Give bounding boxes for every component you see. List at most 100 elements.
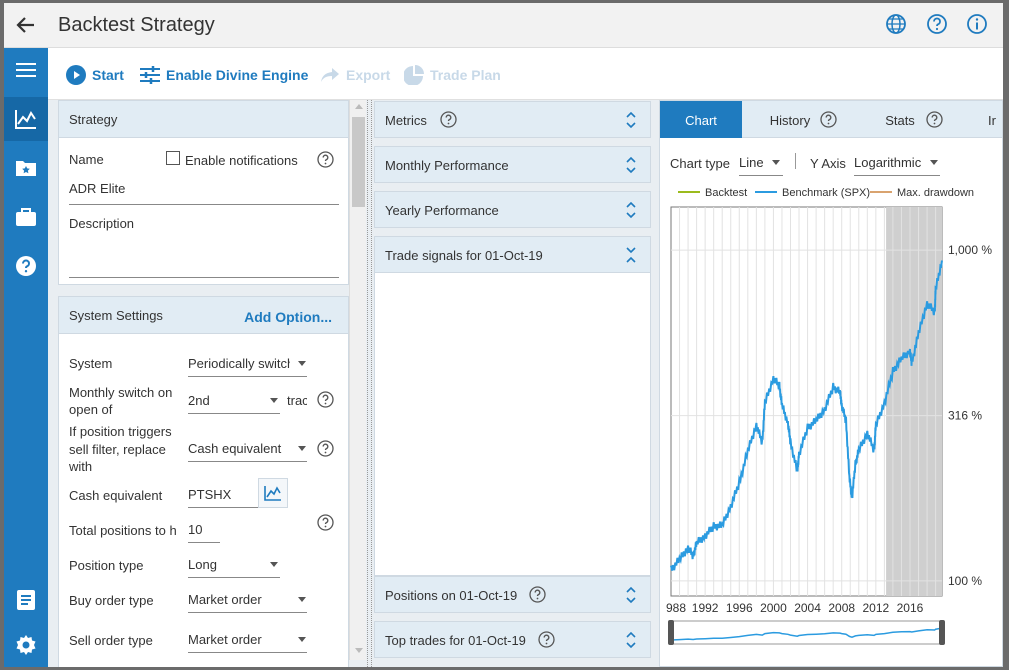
export-label: Export <box>346 67 391 83</box>
notifications-label[interactable]: Enable notifications <box>185 153 298 168</box>
sidebar-item-portfolio[interactable] <box>4 195 48 239</box>
help-icon[interactable] <box>440 111 457 128</box>
help-icon[interactable] <box>820 111 837 128</box>
toolbar: Start Enable Divine Engine Export Trade … <box>48 48 1003 100</box>
sidebar-item-report[interactable] <box>4 578 48 622</box>
y-axis-underline <box>854 175 940 176</box>
buy-order-label: Buy order type <box>69 593 154 608</box>
chart-icon <box>15 110 36 129</box>
trade-signals-section[interactable]: Trade signals for 01-Oct-19 <box>374 236 651 273</box>
benchmark-line <box>670 260 943 571</box>
strategy-name-input[interactable]: ADR Elite <box>69 181 126 196</box>
system-settings-panel: System Settings Add Option... System Per… <box>58 296 349 667</box>
scroll-down-icon[interactable] <box>355 648 363 653</box>
divine-label: Enable Divine Engine <box>166 67 309 83</box>
menu-button[interactable] <box>4 48 48 92</box>
x-tick-label: 988 <box>666 601 686 615</box>
chevron-down-icon <box>270 398 278 403</box>
chart-type-select[interactable]: Line <box>739 155 764 170</box>
chevron-down-icon <box>270 562 278 567</box>
monthly-performance-section[interactable]: Monthly Performance <box>374 146 651 183</box>
yearly-performance-section[interactable]: Yearly Performance <box>374 191 651 228</box>
collapse-icon <box>626 247 636 263</box>
sidebar-item-settings[interactable] <box>4 623 48 667</box>
tab-more[interactable]: Ir <box>988 113 996 128</box>
start-button[interactable]: Start <box>66 64 124 86</box>
expand-icon <box>626 156 636 174</box>
system-label: System <box>69 356 113 371</box>
help-icon[interactable] <box>926 13 948 35</box>
sell-underline <box>188 652 307 653</box>
chart-svg[interactable]: Backtest Benchmark (SPX) Max. drawdown 1,00… <box>660 181 1003 667</box>
replace-underline <box>188 461 307 462</box>
x-tick-label: 2016 <box>897 601 924 615</box>
sidebar-item-saved[interactable] <box>4 146 48 190</box>
sidebar-item-help[interactable] <box>4 244 48 288</box>
menu-icon <box>16 63 36 77</box>
help-icon[interactable] <box>538 631 555 648</box>
enable-divine-engine-button[interactable]: Enable Divine Engine <box>140 64 308 86</box>
scrollbar-thumb[interactable] <box>352 117 365 207</box>
left-scrollbar[interactable] <box>349 100 366 660</box>
legend-label: Backtest <box>705 187 747 199</box>
monthly-suffix: trac <box>287 393 307 408</box>
tab-stats[interactable]: Stats <box>885 113 915 128</box>
top-trades-section[interactable]: Top trades for 01-Oct-19 <box>374 621 651 658</box>
add-option-link[interactable]: Add Option... <box>244 309 332 325</box>
navigator-line <box>670 627 943 641</box>
buy-order-select[interactable]: Market order <box>188 592 262 607</box>
monthly-performance-title: Monthly Performance <box>385 158 509 173</box>
sell-order-select[interactable]: Market order <box>188 632 262 647</box>
scroll-up-icon[interactable] <box>355 104 363 109</box>
description-input[interactable] <box>69 241 339 275</box>
x-tick-label: 1992 <box>692 601 719 615</box>
export-button[interactable]: Export <box>320 64 390 86</box>
y-tick-label: 100 % <box>948 574 982 588</box>
trade-plan-button[interactable]: Trade Plan <box>404 64 501 86</box>
help-icon[interactable] <box>317 151 334 168</box>
panel-splitter[interactable] <box>367 100 372 667</box>
yearly-performance-title: Yearly Performance <box>385 203 499 218</box>
tab-chart[interactable]: Chart <box>660 101 742 138</box>
system-settings-header: System Settings Add Option... <box>59 297 348 334</box>
globe-icon[interactable] <box>885 13 907 35</box>
y-tick-label: 1,000 % <box>948 243 992 257</box>
name-underline <box>69 204 339 205</box>
notifications-checkbox[interactable] <box>166 151 180 165</box>
tab-history[interactable]: History <box>769 113 811 128</box>
back-arrow-icon[interactable] <box>14 13 38 37</box>
system-select[interactable]: Periodically switch <box>188 356 290 371</box>
expand-icon <box>626 586 636 604</box>
position-label-line1: If position triggers <box>69 424 172 439</box>
x-tick-label: 2000 <box>760 601 787 615</box>
monthly-select[interactable]: 2nd <box>188 393 210 408</box>
description-label: Description <box>69 216 135 231</box>
positions-section[interactable]: Positions on 01-Oct-19 <box>374 576 651 613</box>
help-icon[interactable] <box>529 586 546 603</box>
replace-with-select[interactable]: Cash equivalent <box>188 441 282 456</box>
trade-signals-title: Trade signals for 01-Oct-19 <box>385 248 543 263</box>
cash-equivalent-input[interactable]: PTSHX <box>188 487 232 502</box>
chart-type-underline <box>739 175 783 176</box>
symbol-chart-button[interactable] <box>258 478 288 508</box>
x-tick-label: 2012 <box>862 601 889 615</box>
total-positions-input[interactable]: 10 <box>188 522 203 537</box>
y-axis-select[interactable]: Logarithmic <box>854 155 922 170</box>
trade-signals-body <box>374 236 651 576</box>
play-icon <box>66 65 86 85</box>
chart-icon <box>264 486 281 501</box>
help-icon[interactable] <box>926 111 943 128</box>
metrics-section[interactable]: Metrics <box>374 101 651 138</box>
help-icon <box>16 256 36 276</box>
help-icon[interactable] <box>317 391 334 408</box>
settings-icon <box>16 635 36 655</box>
position-type-select[interactable]: Long <box>188 557 217 572</box>
metrics-title: Metrics <box>385 113 427 128</box>
sidebar-item-chart[interactable] <box>4 97 48 141</box>
sell-order-label: Sell order type <box>69 633 153 648</box>
help-icon[interactable] <box>317 440 334 457</box>
info-icon[interactable] <box>966 13 988 35</box>
y-axis-label: Y Axis <box>810 156 846 171</box>
briefcase-icon <box>16 208 36 226</box>
help-icon[interactable] <box>317 514 334 531</box>
